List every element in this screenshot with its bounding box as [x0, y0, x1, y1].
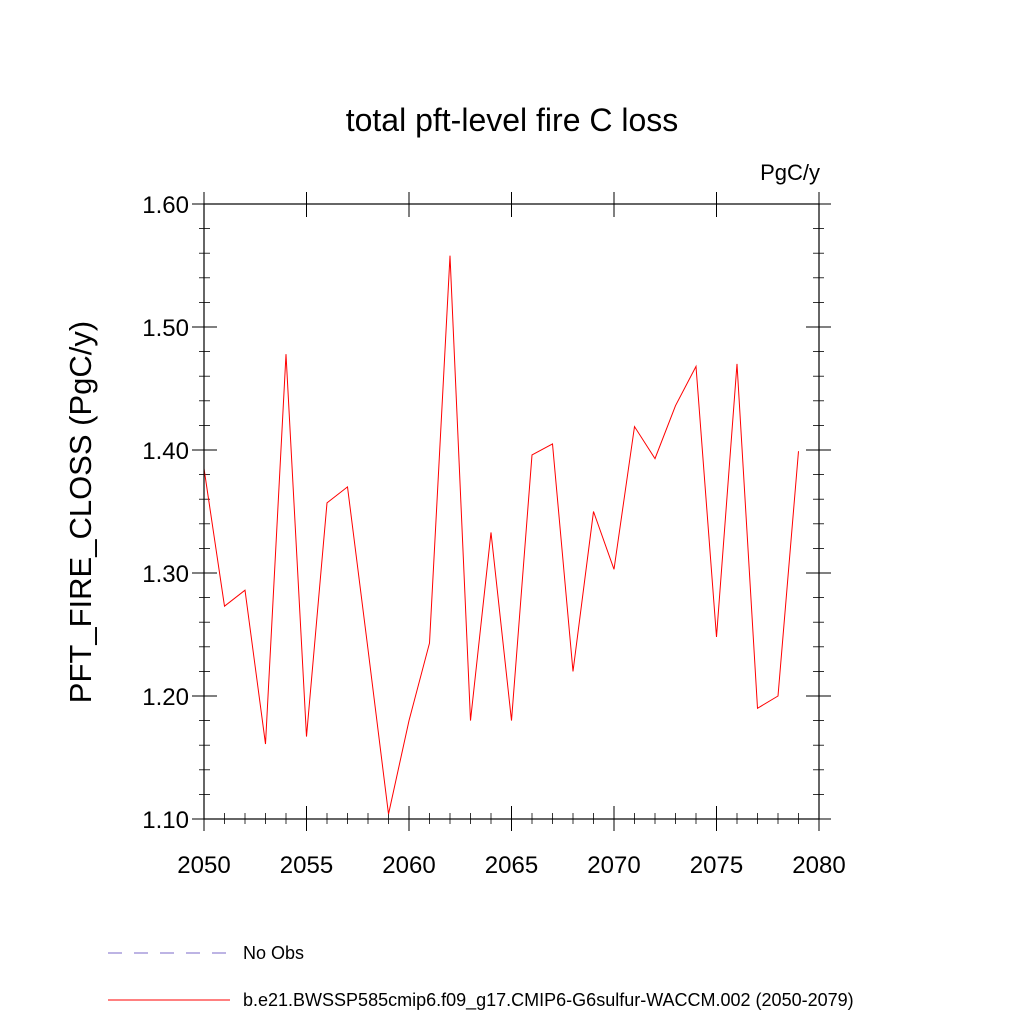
legend: No Obs b.e21.BWSSP585cmip6.f09_g17.CMIP6-… — [108, 943, 854, 1011]
y-tick-label: 1.20 — [142, 684, 189, 711]
series-line — [203, 255, 799, 815]
units-label: PgC/y — [760, 160, 820, 185]
x-tick-label: 2060 — [382, 852, 435, 879]
legend-label: b.e21.BWSSP585cmip6.f09_g17.CMIP6-G6sulf… — [243, 990, 854, 1011]
legend-label: No Obs — [243, 943, 304, 963]
y-tick-label: 1.40 — [142, 438, 189, 465]
axis-tick-labels: 2050 2055 2060 2065 2070 2075 2080 1.10 1.20 1.30… — [142, 192, 845, 879]
axis-ticks — [192, 192, 831, 831]
x-tick-label: 2055 — [280, 852, 333, 879]
y-tick-label: 1.60 — [142, 192, 189, 219]
plot-series — [203, 255, 799, 815]
y-tick-label: 1.50 — [142, 315, 189, 342]
x-tick-label: 2070 — [587, 852, 640, 879]
x-tick-label: 2065 — [485, 852, 538, 879]
y-axis-label: PFT_FIRE_CLOSS (PgC/y) — [63, 321, 98, 703]
x-tick-label: 2075 — [690, 852, 743, 879]
plot-frame — [203, 203, 820, 820]
y-tick-label: 1.10 — [142, 807, 189, 834]
x-tick-label: 2050 — [177, 852, 230, 879]
chart-title: total pft-level fire C loss — [346, 102, 679, 138]
x-tick-label: 2080 — [792, 852, 845, 879]
y-tick-label: 1.30 — [142, 561, 189, 588]
